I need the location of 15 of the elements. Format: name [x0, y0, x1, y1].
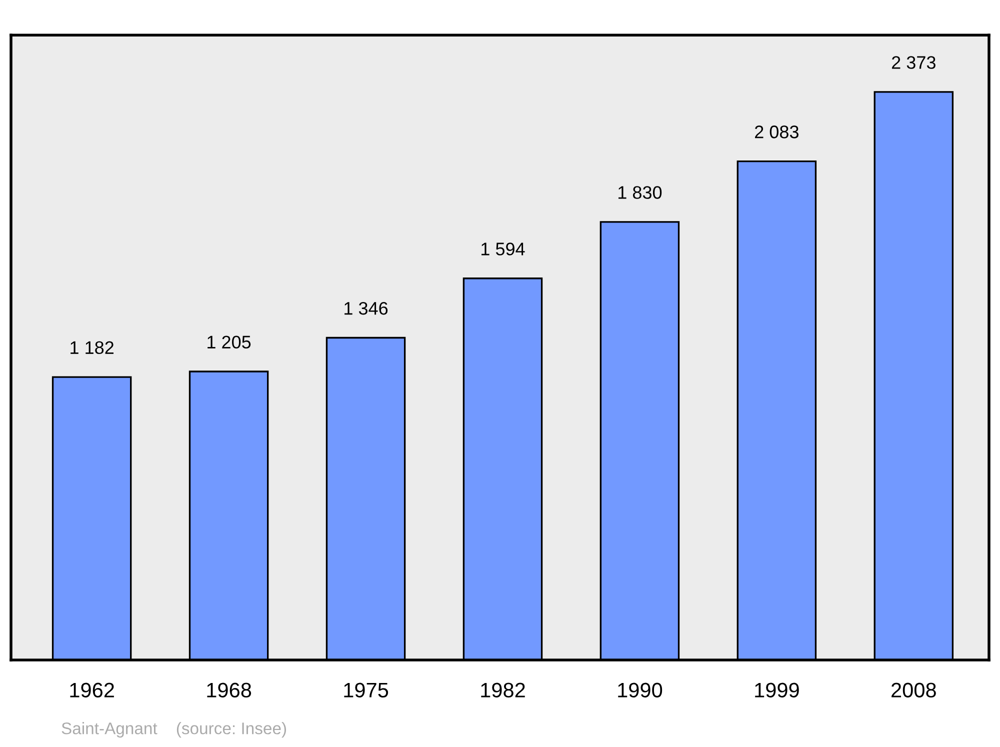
- x-tick-label: 1975: [344, 682, 388, 698]
- data-label: 1 346: [344, 302, 388, 315]
- x-tick-label: 1962: [70, 682, 114, 698]
- data-label: 1 182: [70, 341, 114, 354]
- data-label: 2 373: [892, 56, 936, 69]
- x-tick-label: 1968: [207, 682, 252, 698]
- x-tick-label: 1999: [755, 682, 799, 698]
- x-tick-label: 2008: [892, 682, 936, 698]
- data-label: 1 830: [618, 186, 662, 199]
- data-label: 1 594: [482, 242, 525, 256]
- data-label: 1 205: [208, 336, 251, 349]
- text: Saint-Agnant (source: Insee): [62, 722, 286, 738]
- x-tick-label: 1990: [618, 682, 662, 698]
- x-tick-label: 1982: [481, 682, 525, 698]
- data-label: 2 083: [755, 126, 798, 138]
